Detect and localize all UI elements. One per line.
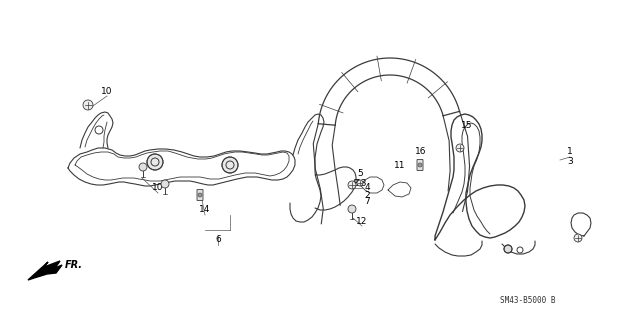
Text: 8: 8 — [352, 179, 358, 188]
Text: 1: 1 — [567, 147, 573, 157]
Text: 3: 3 — [567, 158, 573, 167]
Circle shape — [456, 144, 464, 152]
Circle shape — [161, 180, 169, 188]
Text: 5: 5 — [357, 168, 363, 177]
Text: 6: 6 — [215, 235, 221, 244]
Text: 15: 15 — [461, 121, 473, 130]
Text: 11: 11 — [394, 160, 406, 169]
Text: 14: 14 — [199, 205, 211, 214]
Circle shape — [357, 180, 363, 186]
Polygon shape — [28, 261, 62, 280]
Circle shape — [222, 157, 238, 173]
Text: 7: 7 — [364, 197, 370, 205]
Circle shape — [139, 163, 147, 171]
Text: 10: 10 — [152, 183, 164, 192]
Circle shape — [348, 181, 356, 189]
Circle shape — [83, 100, 93, 110]
Circle shape — [504, 245, 512, 253]
Circle shape — [147, 154, 163, 170]
Text: 10: 10 — [101, 87, 113, 97]
Circle shape — [198, 193, 202, 197]
Text: 12: 12 — [356, 218, 368, 226]
Text: 4: 4 — [364, 183, 370, 192]
Text: 16: 16 — [415, 147, 427, 157]
FancyBboxPatch shape — [197, 189, 203, 201]
Text: FR.: FR. — [65, 260, 83, 270]
Text: 13: 13 — [356, 179, 368, 188]
Circle shape — [574, 234, 582, 242]
Circle shape — [348, 205, 356, 213]
FancyBboxPatch shape — [417, 160, 423, 170]
Circle shape — [418, 163, 422, 167]
Text: 2: 2 — [364, 190, 370, 199]
Text: SM43-B5000 B: SM43-B5000 B — [500, 296, 556, 305]
